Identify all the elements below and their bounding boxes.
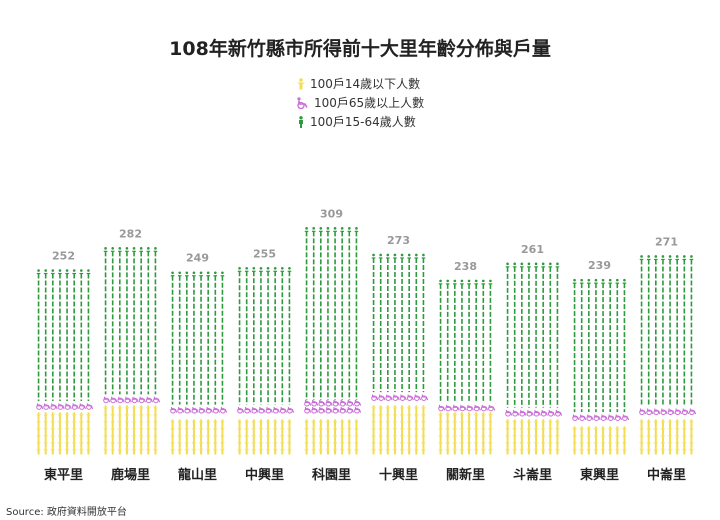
legend-label-elderly: 100戶65歲以上人數 (314, 96, 425, 110)
category-label: 鹿場里 (111, 467, 150, 483)
adult-icon (299, 115, 303, 128)
elderly-segment (304, 400, 362, 414)
child-icon (297, 77, 305, 89)
adult-segment (304, 227, 359, 401)
child-segment (35, 412, 92, 455)
category-label: 十興里 (379, 467, 418, 483)
total-label: 252 (52, 250, 75, 263)
elderly-segment (505, 410, 563, 417)
column-group: 249 龍山里 (169, 252, 228, 483)
elderly-segment (170, 407, 228, 414)
chart-title: 108年新竹縣市所得前十大里年齡分佈與戶量 (169, 38, 551, 60)
elderly-segment (438, 404, 496, 412)
elderly-segment (639, 408, 697, 416)
category-label: 中崙里 (647, 467, 686, 483)
legend-item-adult: 100戶15-64歲人數 (296, 112, 424, 131)
legend-item-child: 100戶14歲以下人數 (296, 74, 424, 93)
total-label: 255 (253, 247, 276, 260)
category-label: 東興里 (580, 467, 619, 483)
legend-label-adult: 100戶15-64歲人數 (310, 115, 416, 129)
total-label: 238 (454, 260, 477, 273)
child-segment (370, 405, 427, 455)
category-label: 龍山里 (178, 467, 217, 483)
child-segment (102, 405, 159, 455)
category-label: 科園里 (312, 467, 351, 483)
total-label: 271 (655, 235, 678, 248)
legend: 100戶14歲以下人數 100戶65歲以上人數 100戶15-64歲人數 (296, 74, 424, 131)
total-label: 261 (521, 243, 544, 256)
child-segment (303, 419, 360, 455)
adult-segment (103, 247, 158, 395)
child-segment (638, 419, 695, 455)
column-group: 273 十興里 (370, 234, 429, 483)
child-segment (169, 419, 226, 455)
total-label: 249 (186, 252, 209, 265)
pictogram-chart: 252 東平里 282 鹿場里 249 龍山里 255 中興里 309 科園里 273 十興里 238 關… (35, 207, 697, 483)
total-label: 273 (387, 234, 410, 247)
adult-segment (371, 253, 426, 393)
child-segment (504, 419, 561, 455)
legend-label-child: 100戶14歲以下人數 (310, 77, 421, 91)
source-note: Source: 政府資料開放平台 (6, 507, 127, 518)
column-group: 252 東平里 (35, 250, 94, 483)
total-label: 239 (588, 259, 611, 272)
adult-segment (438, 279, 493, 403)
adult-segment (36, 269, 91, 401)
total-label: 282 (119, 227, 142, 240)
category-label: 中興里 (245, 467, 284, 483)
elderly-segment (237, 407, 295, 414)
child-segment (571, 426, 628, 455)
adult-segment (237, 267, 292, 405)
column-group: 282 鹿場里 (102, 227, 161, 483)
column-group: 238 關新里 (437, 260, 496, 483)
wheelchair-icon (297, 96, 308, 109)
elderly-segment (572, 414, 630, 421)
column-group: 255 中興里 (236, 247, 295, 483)
child-segment (236, 419, 293, 455)
category-label: 東平里 (44, 467, 83, 483)
column-group: 271 中崙里 (638, 235, 697, 483)
legend-item-elderly: 100戶65歲以上人數 (296, 93, 424, 112)
adult-segment (572, 278, 627, 413)
adult-segment (505, 262, 560, 408)
column-group: 261 斗崙里 (504, 243, 563, 483)
child-segment (437, 412, 494, 455)
category-label: 斗崙里 (513, 467, 552, 483)
adult-segment (170, 271, 225, 405)
total-label: 309 (320, 207, 343, 220)
column-group: 309 科園里 (303, 207, 362, 483)
elderly-segment (36, 403, 94, 410)
elderly-segment (371, 394, 429, 401)
column-group: 239 東興里 (571, 259, 630, 483)
category-label: 關新里 (446, 467, 485, 483)
adult-segment (639, 255, 694, 407)
elderly-segment (103, 396, 161, 404)
